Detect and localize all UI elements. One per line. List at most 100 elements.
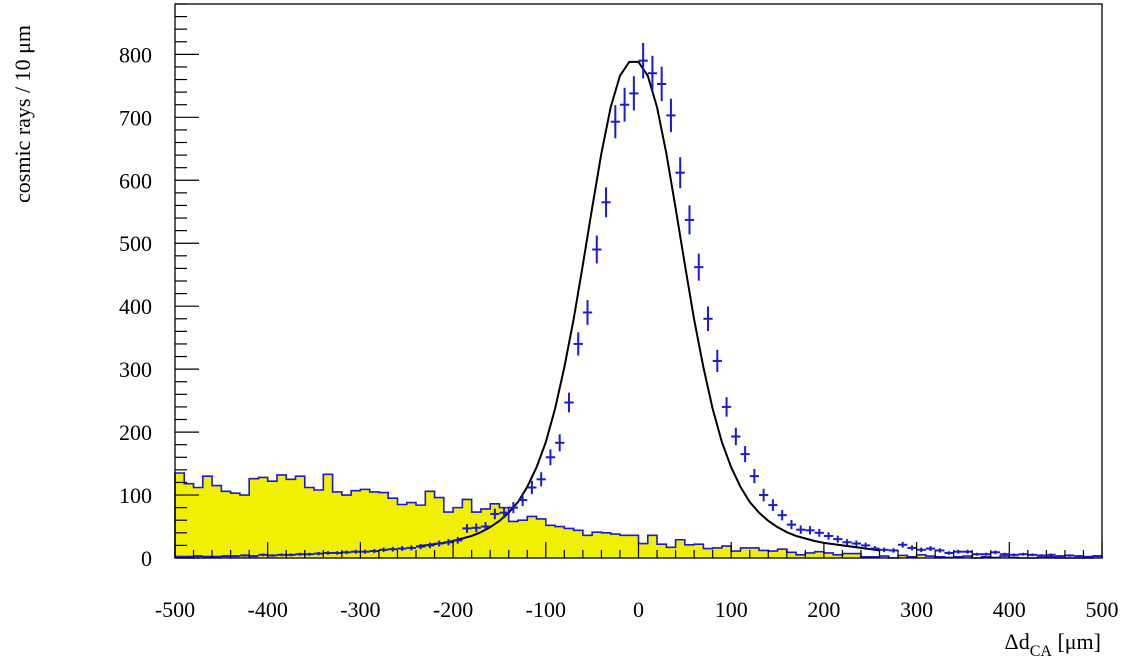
data-point bbox=[258, 553, 268, 557]
data-point bbox=[536, 472, 546, 487]
data-point bbox=[666, 98, 676, 133]
data-point bbox=[860, 542, 871, 549]
data-point bbox=[360, 549, 370, 554]
data-point bbox=[499, 507, 509, 519]
x-tick-label: 300 bbox=[900, 597, 933, 622]
data-point bbox=[341, 550, 352, 555]
data-point bbox=[972, 552, 982, 556]
x-tick-label: -400 bbox=[248, 597, 288, 622]
data-point bbox=[879, 547, 889, 553]
data-point bbox=[1046, 553, 1056, 557]
data-point bbox=[471, 523, 481, 533]
data-point bbox=[434, 540, 444, 547]
data-point bbox=[323, 551, 333, 555]
data-point bbox=[453, 537, 463, 544]
data-point bbox=[304, 552, 315, 556]
data-point bbox=[295, 552, 305, 556]
y-tick-label: 200 bbox=[119, 420, 152, 445]
data-point bbox=[1064, 554, 1075, 557]
x-tick-label: -300 bbox=[340, 597, 380, 622]
data-point bbox=[416, 544, 426, 550]
data-point bbox=[601, 187, 611, 218]
data-point bbox=[796, 525, 806, 534]
data-point bbox=[721, 397, 732, 417]
y-tick-label: 800 bbox=[119, 42, 152, 67]
data-point bbox=[638, 42, 648, 79]
data-point bbox=[314, 551, 324, 556]
data-points bbox=[175, 42, 1102, 558]
data-point bbox=[684, 205, 695, 235]
x-tick-label: -500 bbox=[155, 597, 195, 622]
x-axis-title: ΔdCA [μm] bbox=[1005, 629, 1101, 660]
x-tick-label: 400 bbox=[993, 597, 1026, 622]
data-point bbox=[610, 105, 620, 139]
data-point bbox=[175, 555, 185, 558]
data-point bbox=[703, 306, 713, 332]
data-point bbox=[870, 546, 880, 552]
data-point bbox=[351, 549, 361, 554]
data-point bbox=[851, 540, 861, 547]
data-point bbox=[916, 547, 926, 553]
y-tick-label: 400 bbox=[119, 294, 152, 319]
data-point bbox=[1083, 555, 1093, 558]
data-point bbox=[1037, 554, 1047, 557]
data-point bbox=[731, 427, 741, 446]
y-tick-label: 100 bbox=[119, 483, 152, 508]
y-axis-ticks bbox=[175, 3, 199, 559]
data-point bbox=[805, 526, 815, 535]
data-point bbox=[239, 554, 250, 557]
plot-area bbox=[174, 42, 1103, 559]
y-axis-tick-labels: 0 100 200 300 400 500 600 700 800 bbox=[119, 42, 152, 571]
y-axis-title: cosmic rays / 10 μm bbox=[10, 25, 35, 203]
x-axis-title-main: Δd bbox=[1005, 629, 1030, 654]
data-point bbox=[406, 545, 417, 551]
data-point bbox=[1027, 553, 1038, 557]
x-tick-label: 100 bbox=[715, 597, 748, 622]
data-point bbox=[925, 546, 936, 552]
data-point bbox=[962, 549, 973, 554]
data-point bbox=[629, 76, 639, 111]
data-point bbox=[694, 253, 704, 281]
data-point bbox=[397, 546, 407, 552]
data-point bbox=[573, 332, 583, 356]
data-point bbox=[777, 510, 787, 521]
data-point bbox=[517, 494, 528, 507]
data-point bbox=[267, 554, 277, 557]
data-point bbox=[249, 555, 259, 558]
data-point bbox=[953, 549, 963, 554]
data-point bbox=[490, 508, 500, 520]
filled-histogram bbox=[175, 473, 1102, 558]
data-point bbox=[545, 449, 556, 466]
data-point bbox=[675, 157, 685, 189]
data-point bbox=[619, 87, 630, 122]
data-point bbox=[786, 520, 797, 530]
data-point bbox=[555, 434, 565, 452]
plot-frame bbox=[174, 3, 1103, 559]
data-point bbox=[592, 235, 602, 264]
y-tick-label: 700 bbox=[119, 105, 152, 130]
fit-curve bbox=[415, 60, 880, 552]
x-tick-label: 0 bbox=[633, 597, 644, 622]
data-point bbox=[898, 541, 908, 548]
data-point bbox=[1009, 553, 1019, 557]
data-point bbox=[1092, 555, 1102, 558]
data-point bbox=[184, 555, 194, 558]
data-point bbox=[1000, 552, 1010, 556]
data-point bbox=[378, 547, 389, 553]
data-point bbox=[657, 66, 667, 102]
x-axis-title-subscript: CA bbox=[1030, 643, 1053, 660]
x-tick-label: 200 bbox=[807, 597, 840, 622]
data-point bbox=[193, 555, 203, 558]
data-point bbox=[388, 546, 398, 552]
y-tick-label: 0 bbox=[141, 546, 152, 571]
data-point bbox=[276, 553, 287, 557]
data-point bbox=[230, 555, 240, 558]
data-point bbox=[462, 524, 472, 533]
data-point bbox=[990, 550, 1001, 555]
data-point bbox=[759, 488, 769, 502]
data-point bbox=[202, 555, 213, 558]
data-point bbox=[740, 446, 750, 463]
data-point bbox=[1074, 555, 1084, 558]
data-point bbox=[888, 548, 899, 553]
